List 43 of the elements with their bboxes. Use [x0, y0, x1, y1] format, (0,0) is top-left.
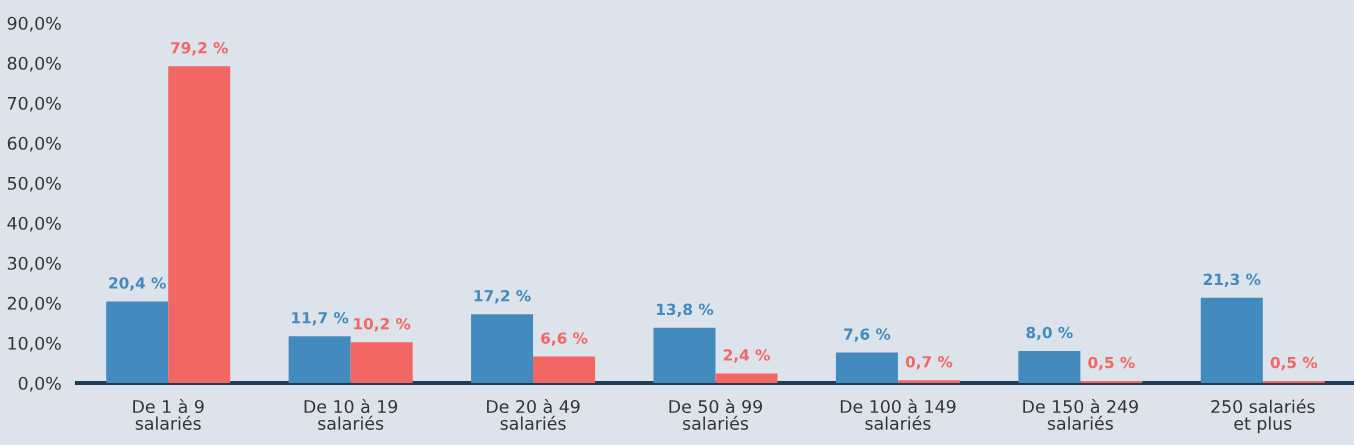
x-tick-label: De 1 à 9 salariés [133, 398, 204, 430]
data-label: 17,2 % [474, 289, 531, 304]
data-label: 10,2 % [354, 317, 411, 332]
y-tick-label: 60,0% [7, 136, 61, 152]
x-tick-label: De 50 à 99 salariés [669, 398, 762, 430]
bar [897, 380, 960, 383]
bar [350, 342, 413, 383]
data-label: 0,5 % [1270, 356, 1318, 371]
x-tick-label: De 20 à 49 salariés [487, 398, 580, 430]
bar [835, 352, 898, 383]
x-tick-label: De 10 à 19 salariés [304, 398, 398, 430]
y-tick-label: 80,0% [7, 56, 61, 72]
data-label: 11,7 % [292, 311, 349, 326]
x-tick-label: De 100 à 149 salariés [840, 398, 956, 430]
data-label: 21,3 % [1203, 273, 1261, 288]
bar [715, 373, 778, 383]
data-label: 6,6 % [541, 332, 588, 346]
bar [471, 314, 534, 383]
data-label: 7,6 % [844, 328, 891, 342]
x-tick-label: 250 salariés et plus [1211, 398, 1315, 434]
data-label: 20,4 % [109, 277, 166, 291]
data-label: 8,0 % [1026, 326, 1073, 341]
data-label: 2,4 % [723, 349, 770, 363]
y-tick-label: 30,0% [7, 256, 61, 272]
bar [168, 66, 231, 383]
x-tick-label: De 150 à 249 salariés [1023, 398, 1138, 430]
data-label: 0,7 % [905, 355, 953, 370]
data-label: 0,5 % [1088, 356, 1135, 371]
y-tick-label: 0,0% [18, 376, 61, 392]
y-tick-label: 20,0% [7, 296, 61, 312]
bar [288, 336, 351, 383]
y-tick-label: 40,0% [7, 216, 61, 232]
y-tick-label: 10,0% [8, 336, 61, 352]
bar [653, 327, 716, 383]
bar [106, 301, 169, 383]
bar [533, 356, 596, 383]
data-label: 13,8 % [657, 303, 714, 318]
y-tick-label: 90,0% [7, 16, 61, 32]
bar [1200, 297, 1263, 383]
bar [1018, 351, 1081, 383]
data-label: 79,2 % [171, 41, 228, 56]
y-tick-label: 70,0% [8, 96, 61, 112]
y-tick-label: 50,0% [7, 176, 61, 192]
